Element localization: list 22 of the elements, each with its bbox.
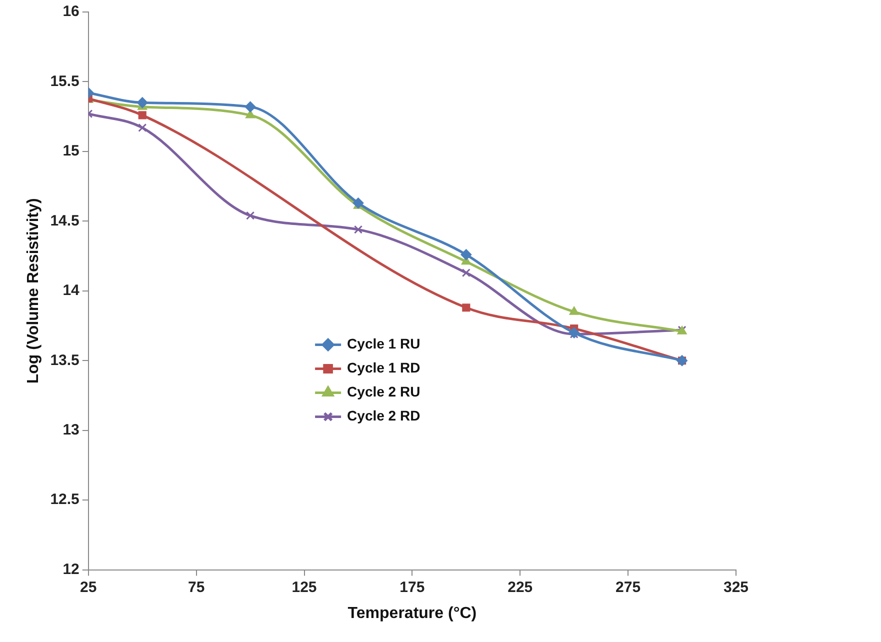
y-axis-title: Log (Volume Resistivity) [25, 198, 42, 384]
x-tick-label: 75 [188, 578, 205, 596]
y-tick-label: 14.5 [50, 212, 80, 230]
legend-label: Cycle 1 RU [347, 336, 420, 352]
x-tick-label: 325 [723, 578, 749, 596]
x-tick-label: 225 [508, 578, 533, 596]
y-tick-label: 12.5 [50, 491, 80, 508]
y-tick-label: 13 [62, 421, 80, 438]
y-tick-label: 16 [62, 3, 80, 20]
legend-label: Cycle 2 RU [347, 384, 420, 400]
x-tick-label: 25 [80, 578, 97, 596]
x-tick-label: 125 [292, 578, 317, 596]
x-axis-title: Temperature (°C) [348, 604, 477, 622]
y-tick-label: 15 [62, 142, 80, 160]
x-tick-label: 175 [400, 578, 425, 596]
legend-label: Cycle 2 RD [347, 408, 420, 424]
x-tick-label: 275 [616, 578, 641, 596]
y-tick-label: 13.5 [50, 352, 80, 369]
y-tick-label: 14 [62, 282, 80, 300]
legend-label: Cycle 1 RD [347, 360, 420, 376]
y-tick-label: 15.5 [50, 72, 80, 90]
y-tick-label: 12 [62, 560, 80, 578]
